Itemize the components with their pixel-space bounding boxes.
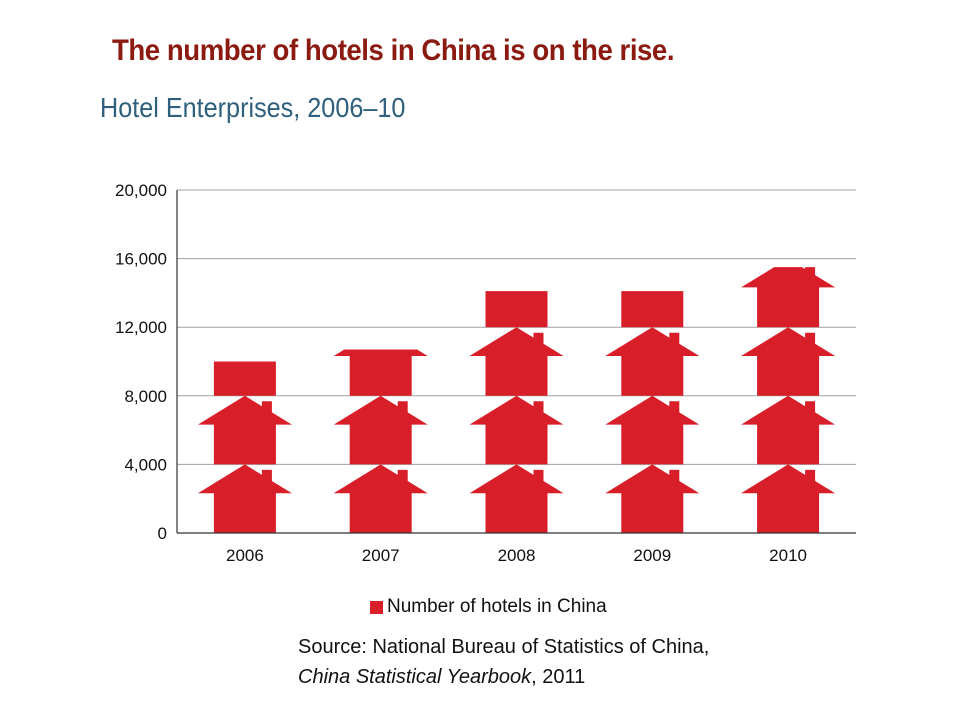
bar-2009 [605, 291, 700, 533]
house-icon [741, 267, 836, 328]
y-tick-label: 16,000 [115, 250, 167, 269]
y-tick-label: 0 [158, 524, 167, 543]
house-icon [469, 327, 564, 396]
source-line-1: Source: National Bureau of Statistics of… [298, 636, 710, 658]
legend-label: Number of hotels in China [387, 596, 607, 617]
house-icon [621, 291, 684, 328]
axes [176, 190, 856, 534]
x-tick-label: 2007 [362, 546, 400, 565]
bar-2006 [197, 361, 292, 533]
bars [197, 267, 836, 533]
bar-2008 [469, 291, 564, 533]
x-tick-label: 2008 [498, 546, 536, 565]
house-icon [741, 395, 836, 465]
headline: The number of hotels in China is on the … [112, 34, 675, 67]
source-publication: China Statistical Yearbook [298, 666, 532, 688]
house-icon [197, 395, 292, 465]
y-tick-label: 12,000 [115, 318, 167, 337]
house-icon [333, 464, 428, 533]
house-icon [213, 361, 276, 396]
y-tick-label: 4,000 [124, 455, 167, 474]
source-year: , 2011 [531, 666, 586, 688]
source-note: Source: National Bureau of Statistics of… [298, 632, 709, 692]
house-icon [197, 464, 292, 533]
legend: Number of hotels in China [370, 596, 607, 618]
source-line-2: China Statistical Yearbook, 2011 [298, 662, 709, 692]
house-icon [605, 395, 700, 465]
y-tick-labels: 0 4,000 8,000 12,000 16,000 20,000 [115, 181, 167, 543]
y-tick-label: 8,000 [124, 387, 167, 406]
x-tick-labels: 2006 2007 2008 2009 2010 [226, 546, 807, 565]
x-tick-label: 2010 [769, 546, 807, 565]
house-icon [333, 395, 428, 465]
bar-2007 [333, 349, 428, 533]
y-tick-label: 20,000 [115, 181, 167, 200]
bar-2010 [741, 267, 836, 533]
house-icon [605, 327, 700, 396]
house-icon [605, 464, 700, 533]
house-icon [469, 395, 564, 465]
x-tick-label: 2009 [633, 546, 671, 565]
house-icon [741, 464, 836, 533]
legend-swatch [370, 600, 383, 614]
house-icon [485, 291, 548, 328]
house-icon [469, 464, 564, 533]
chart-title: Hotel Enterprises, 2006–10 [100, 92, 406, 123]
house-icon [333, 349, 428, 396]
x-tick-label: 2006 [226, 546, 264, 565]
house-icon [741, 327, 836, 396]
